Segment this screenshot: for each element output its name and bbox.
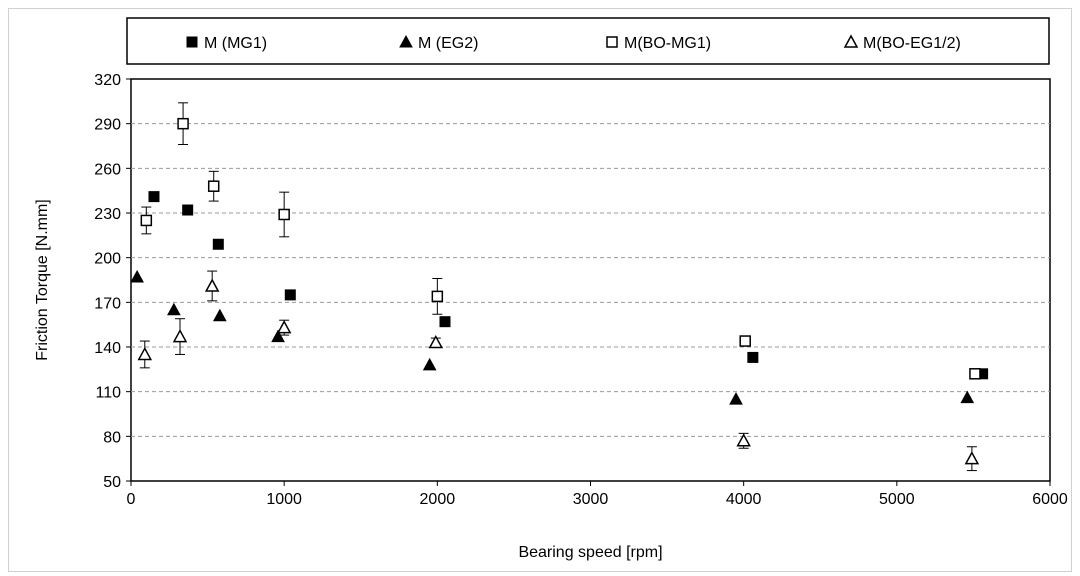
data-point [422, 357, 437, 371]
data-point [736, 433, 751, 447]
x-axis-title: Bearing speed [rpm] [518, 544, 662, 561]
data-point [747, 351, 759, 363]
data-point [137, 346, 153, 361]
y-axis-title: Friction Torque [N.mm] [34, 199, 51, 361]
data-point [969, 368, 981, 380]
x-tick-label: 4000 [726, 491, 762, 508]
y-tick-label: 140 [94, 340, 121, 357]
legend: M (MG1) M (EG2) M(BO-MG1) M(BO-EG1/2) [126, 17, 1050, 65]
data-point [130, 269, 144, 283]
x-tick-label: 1000 [266, 491, 302, 508]
legend-marker [186, 36, 198, 48]
y-tick-label: 230 [94, 206, 121, 223]
series-0 [148, 191, 989, 380]
data-point [278, 208, 290, 221]
y-tick-label: 110 [95, 385, 121, 402]
legend-marker [843, 34, 859, 48]
legend-label: M(BO-EG1/2) [863, 35, 961, 52]
y-tick-label: 290 [94, 117, 121, 134]
y-tick-label: 200 [94, 251, 121, 268]
data-point [148, 191, 160, 203]
data-point [964, 451, 980, 465]
y-tick-label: 50 [103, 474, 121, 491]
x-tick-label: 6000 [1032, 491, 1068, 508]
data-point [439, 316, 451, 328]
data-point [212, 308, 227, 322]
series-1 [130, 269, 975, 405]
series-3 [137, 270, 980, 472]
data-point [284, 289, 296, 301]
data-point [960, 390, 975, 404]
x-tick-label: 0 [127, 491, 136, 508]
data-point [739, 335, 751, 347]
y-tick-label: 320 [94, 72, 121, 89]
data-point [271, 329, 285, 343]
y-tick-label: 170 [94, 295, 121, 312]
data-point [140, 214, 153, 227]
series-2 [140, 102, 981, 380]
data-point [167, 302, 181, 316]
x-tick-label: 5000 [879, 491, 915, 508]
data-point [431, 290, 444, 303]
x-tick-label: 3000 [573, 491, 609, 508]
data-point [729, 392, 743, 405]
data-point [177, 117, 189, 130]
y-tick-label: 260 [94, 161, 121, 178]
data-point [276, 320, 292, 334]
data-point [172, 329, 188, 343]
legend-marker [606, 36, 618, 48]
data-point [204, 278, 220, 292]
legend-label: M (EG2) [418, 35, 478, 52]
data-point [207, 180, 220, 192]
legend-label: M (MG1) [204, 35, 267, 52]
y-tick-label: 80 [103, 429, 121, 446]
plot-area [130, 78, 1051, 482]
legend-label: M(BO-MG1) [624, 35, 711, 52]
legend-box [126, 17, 1050, 65]
data-point [212, 238, 224, 250]
data-point [428, 334, 444, 349]
data-point [182, 204, 194, 216]
legend-marker [399, 34, 413, 48]
x-tick-label: 2000 [420, 491, 456, 508]
